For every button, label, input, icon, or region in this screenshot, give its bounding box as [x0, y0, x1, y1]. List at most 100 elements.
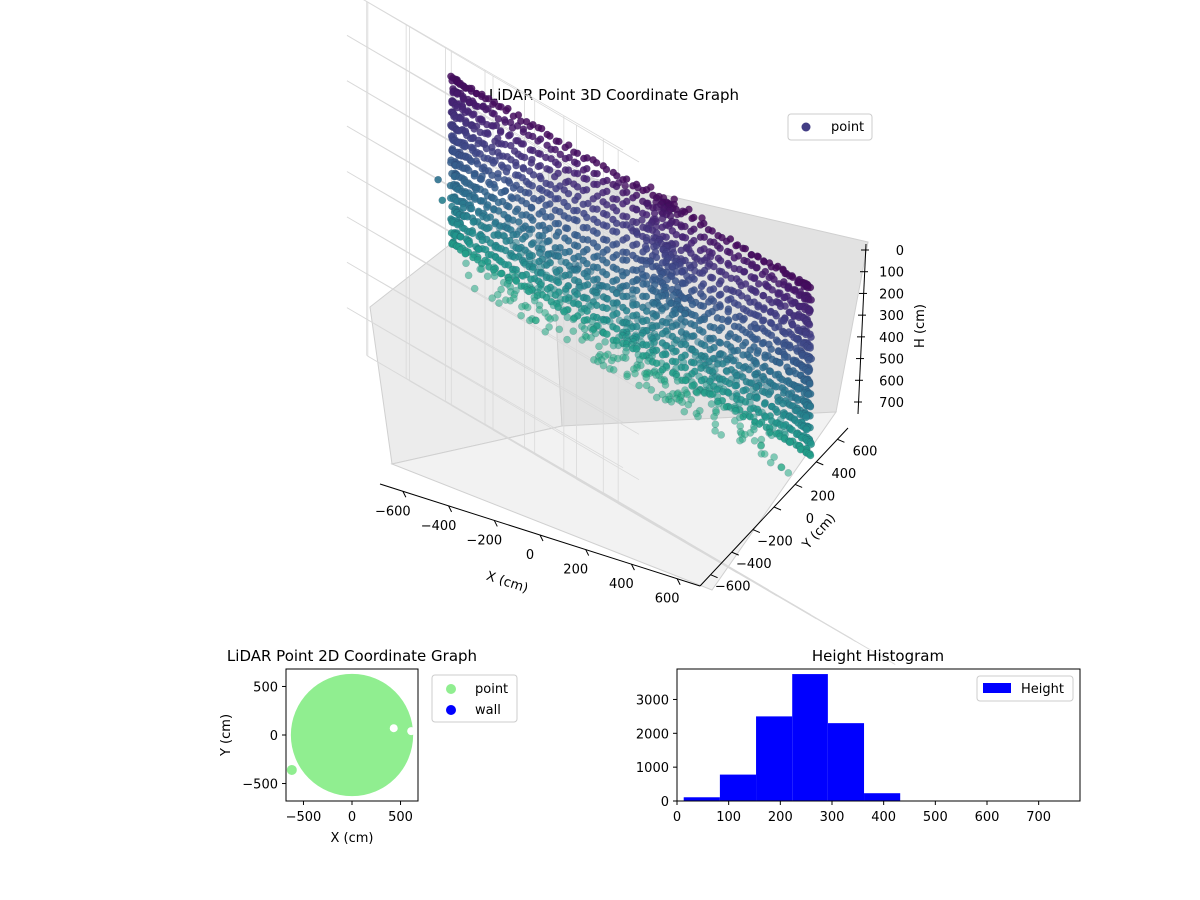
legend-2d-label-wall: wall: [475, 703, 501, 718]
point-3d: [723, 367, 731, 376]
point-3d: [739, 386, 748, 395]
x-tick-3d: [402, 491, 407, 498]
point-3d: [734, 301, 742, 309]
grid-line: [346, 35, 624, 196]
point-3d: [587, 333, 595, 342]
point-3d: [609, 253, 618, 262]
point-3d: [504, 131, 513, 140]
point-3d: [560, 307, 568, 316]
point-3d: [590, 253, 598, 262]
point-3d: [766, 367, 775, 376]
point-3d: [669, 348, 678, 356]
point-3d: [490, 110, 498, 118]
x-tick-3d: [539, 534, 544, 542]
y-tick-3d: [752, 529, 761, 534]
point-3d: [737, 281, 746, 290]
point-3d: [694, 412, 702, 421]
gap-2d: [389, 724, 398, 733]
point-3d: [678, 321, 686, 330]
point-3d: [722, 237, 731, 246]
point-3d: [551, 145, 560, 154]
z-tick-label-3d: 400: [879, 331, 904, 346]
point-3d: [470, 125, 479, 133]
point-3d: [550, 172, 559, 181]
point-3d: [506, 296, 515, 305]
point-3d: [583, 213, 591, 222]
point-2d-outlier: [286, 764, 297, 775]
point-3d: [758, 317, 767, 325]
point-3d: [700, 341, 709, 350]
point-3d: [751, 335, 759, 344]
point-3d: [652, 359, 661, 368]
point-3d: [631, 369, 639, 378]
point-3d: [650, 313, 658, 322]
point-3d: [648, 262, 657, 271]
point-3d: [573, 242, 582, 250]
point-3d: [788, 299, 797, 308]
point-3d: [579, 200, 588, 209]
point-3d: [467, 204, 476, 213]
point-3d: [434, 175, 442, 184]
grid-line: [346, 261, 624, 423]
point-3d: [494, 198, 503, 207]
point-3d: [677, 246, 685, 255]
point-3d: [622, 256, 631, 265]
point-3d: [619, 236, 627, 244]
z-axis-label-3d: H (cm): [913, 304, 928, 348]
x-tick-3d: [630, 563, 635, 571]
point-3d: [724, 317, 732, 326]
point-3d: [780, 293, 788, 302]
point-3d: [508, 124, 517, 132]
point-3d: [523, 303, 532, 312]
legend-3d-label: point: [831, 120, 864, 135]
point-3d: [767, 431, 776, 440]
point-3d: [561, 143, 570, 152]
y-tick-label-histogram: 2000: [636, 727, 669, 742]
point-3d: [551, 219, 560, 228]
point-3d: [652, 393, 661, 402]
point-3d: [750, 274, 758, 283]
point-3d: [599, 248, 608, 257]
point-3d: [564, 189, 573, 198]
point-3d: [561, 154, 570, 163]
point-3d: [573, 183, 582, 191]
point-3d: [535, 222, 543, 230]
point-3d: [807, 440, 816, 449]
x-tick-label-3d: −600: [375, 504, 411, 519]
point-3d: [621, 354, 630, 362]
point-3d: [794, 385, 802, 393]
point-3d: [552, 232, 561, 240]
point-3d: [571, 196, 579, 204]
y-tick-3d: [710, 574, 718, 579]
point-3d: [652, 253, 661, 262]
point-3d: [505, 179, 514, 187]
point-3d: [519, 140, 528, 148]
point-3d: [708, 227, 717, 235]
y-axis-label-2d: Y (cm): [219, 714, 234, 757]
point-3d: [593, 229, 601, 237]
point-3d: [725, 261, 733, 270]
point-3d: [706, 336, 715, 345]
point-3d: [522, 199, 531, 208]
point-3d: [511, 207, 520, 216]
point-3d: [739, 341, 747, 350]
point-3d: [519, 272, 527, 280]
histogram-bar: [683, 797, 720, 801]
point-3d: [746, 298, 754, 307]
z-tick-label-3d: 100: [879, 266, 904, 281]
point-3d: [609, 241, 617, 249]
point-3d: [470, 172, 479, 180]
point-3d: [716, 339, 725, 347]
point-3d: [710, 262, 718, 271]
point-3d: [779, 399, 787, 408]
point-3d: [537, 124, 546, 133]
point-3d: [681, 376, 690, 385]
point-3d: [767, 331, 776, 340]
point-3d: [547, 213, 555, 221]
point-3d: [603, 222, 611, 230]
point-3d: [760, 450, 769, 458]
point-3d: [731, 381, 739, 390]
point-3d: [517, 311, 525, 320]
point-3d: [464, 271, 473, 280]
point-3d: [690, 321, 699, 330]
